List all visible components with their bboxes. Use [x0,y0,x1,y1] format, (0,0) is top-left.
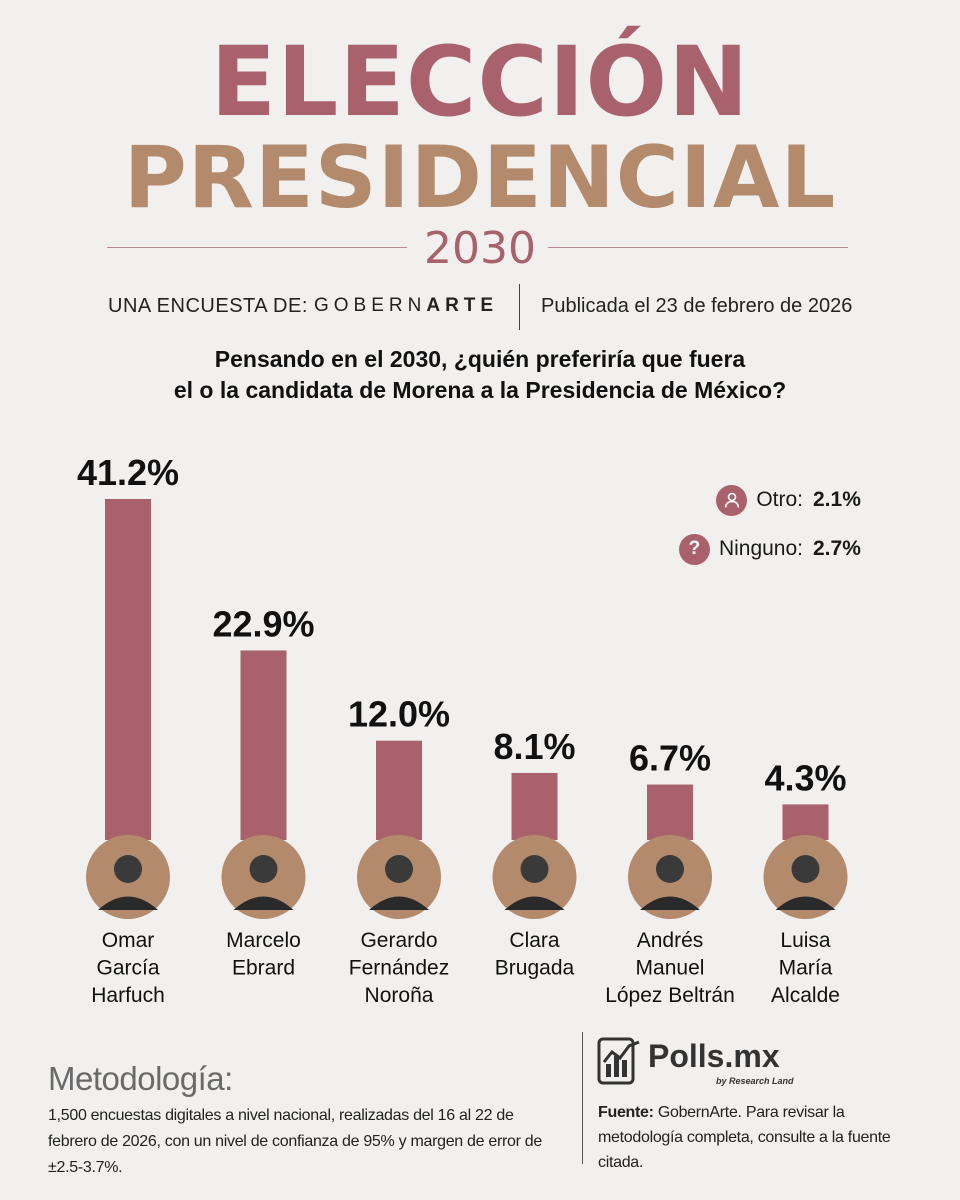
legend-value-ninguno: 2.7% [813,537,861,560]
survey-question: Pensando en el 2030, ¿quién preferiría q… [0,344,960,406]
candidate-name-marcelo-ebrard-1: Marcelo [226,929,301,952]
question-icon: ? [678,533,710,565]
legend-label-ninguno: Ninguno: [718,537,803,560]
bar-gerardo-fernandez-norona [376,740,422,840]
bar-clara-brugada [511,772,558,840]
bar-andres-manuel-lopez-beltran [647,784,693,840]
avatar-omar-garcia-harfuch [86,835,170,919]
candidate-name-andres-manuel-lopez-beltran-2: Manuel [636,957,705,980]
legend-label-otro: Otro: [756,488,803,511]
person-icon [716,484,748,516]
title-year: 2030 [424,223,536,274]
bar-omar-garcia-harfuch [105,499,151,840]
brand-part2: ARTE [426,295,499,316]
avatar-clara-brugada [492,835,577,919]
title-line1: ELECCIÓN [210,26,750,138]
year-divider-right [548,247,848,248]
avatar-marcelo-ebrard [221,835,306,919]
candidate-name-omar-garcia-harfuch-2: García [96,957,159,980]
legend: Otro: 2.1% ? Ninguno: 2.7% [678,480,868,578]
value-label-luisa-maria-alcalde: 4.3% [764,757,846,798]
value-label-andres-manuel-lopez-beltran: 6.7% [629,738,711,779]
question-line1: Pensando en el 2030, ¿quién preferiría q… [214,346,746,372]
candidate-name-clara-brugada-2: Brugada [495,957,575,980]
candidate-name-andres-manuel-lopez-beltran-3: López Beltrán [605,984,735,1007]
polls-logo-sub: by Research Land [716,1076,794,1086]
polls-logo-name: Polls.mx [648,1038,780,1074]
bar-chart: 41.2% Omar García Harfuch 22.9% Marcelo Ebrard… [77,452,848,1007]
candidate-name-gerardo-fernandez-norona-3: Noroña [365,984,434,1007]
source-label: Fuente: [598,1104,654,1121]
avatar-andres-manuel-lopez-beltran [628,835,712,919]
candidate-name-luisa-maria-alcalde-3: Alcalde [771,984,840,1007]
polls-logo-icon [597,1037,640,1085]
year-divider-left [107,247,407,248]
question-line2: el o la candidata de Morena a la Preside… [173,377,787,403]
brand-part1: GOBERN [314,295,427,316]
value-label-marcelo-ebrard: 22.9% [212,603,314,644]
value-label-gerardo-fernandez-norona: 12.0% [348,694,450,735]
footer-divider [582,1032,583,1164]
source-note: Fuente: GobernArte. Para revisar la meto… [598,1100,933,1175]
candidate-name-luisa-maria-alcalde-2: María [779,957,833,980]
methodology-text: 1,500 encuestas digitales a nivel nacion… [48,1107,543,1176]
title-line2: PRESIDENCIAL [123,128,837,228]
survey-byline: UNA ENCUESTA DE: GOBERNARTE Publicada el… [0,284,960,330]
legend-row-otro: Otro: 2.1% [679,480,868,520]
avatar-gerardo-fernandez-norona [357,835,441,919]
candidate-name-gerardo-fernandez-norona-2: Fernández [349,957,449,980]
source-text: GobernArte. Para revisar la metodología … [598,1104,891,1171]
published-date: Publicada el 23 de febrero de 2026 [541,295,853,317]
legend-row-ninguno: ? Ninguno: 2.7% [678,529,868,569]
candidate-name-clara-brugada-1: Clara [509,929,560,952]
avatar-luisa-maria-alcalde [763,835,848,919]
candidate-name-marcelo-ebrard-2: Ebrard [232,957,295,980]
candidate-name-andres-manuel-lopez-beltran-1: Andrés [637,929,704,952]
candidate-name-gerardo-fernandez-norona-1: Gerardo [360,929,437,952]
bar-luisa-maria-alcalde [782,804,829,840]
legend-value-otro: 2.1% [813,488,861,511]
candidate-name-omar-garcia-harfuch-1: Omar [102,929,155,952]
brand-logo: GOBERNARTE [314,292,498,320]
candidate-name-omar-garcia-harfuch-3: Harfuch [91,984,165,1007]
candidate-name-luisa-maria-alcalde-1: Luisa [780,929,831,952]
methodology-title: Metodología: [48,1060,233,1097]
value-label-clara-brugada: 8.1% [493,726,575,767]
byline-divider [519,284,520,330]
bar-marcelo-ebrard [240,650,287,840]
value-label-omar-garcia-harfuch: 41.2% [77,452,179,493]
survey-by-label: UNA ENCUESTA DE: [108,295,308,317]
